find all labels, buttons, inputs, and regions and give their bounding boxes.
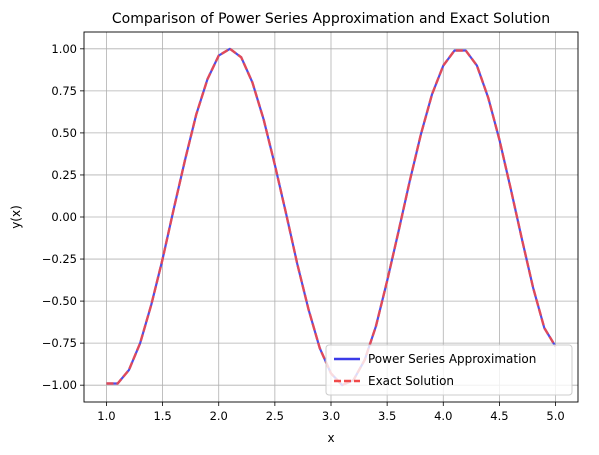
x-axis-label: x bbox=[327, 431, 334, 445]
legend: Power Series Approximation Exact Solution bbox=[326, 345, 572, 395]
x-tick-label: 3.5 bbox=[378, 409, 396, 423]
chart-title: Comparison of Power Series Approximation… bbox=[112, 11, 550, 27]
x-tick-label: 1.5 bbox=[153, 409, 171, 423]
legend-entry-label: Power Series Approximation bbox=[368, 352, 536, 366]
x-tick-label: 2.0 bbox=[210, 409, 228, 423]
y-tick-label: 0.50 bbox=[51, 126, 77, 140]
legend-entry-label: Exact Solution bbox=[368, 374, 454, 388]
y-tick-label: −1.00 bbox=[42, 378, 77, 392]
x-tick-label: 2.5 bbox=[266, 409, 284, 423]
x-tick-label: 4.5 bbox=[490, 409, 508, 423]
x-tick-label: 3.0 bbox=[322, 409, 340, 423]
y-tick-label: −0.75 bbox=[42, 336, 77, 350]
y-tick-label: 1.00 bbox=[51, 42, 77, 56]
y-axis-label: y(x) bbox=[9, 205, 23, 229]
x-tick-label: 5.0 bbox=[546, 409, 564, 423]
y-tick-label: −0.25 bbox=[42, 252, 77, 266]
x-tick-label: 4.0 bbox=[434, 409, 452, 423]
x-tick-label: 1.0 bbox=[97, 409, 115, 423]
y-tick-label: 0.25 bbox=[51, 168, 77, 182]
y-tick-label: 0.75 bbox=[51, 84, 77, 98]
y-tick-label: 0.00 bbox=[51, 210, 77, 224]
y-tick-label: −0.50 bbox=[42, 294, 77, 308]
